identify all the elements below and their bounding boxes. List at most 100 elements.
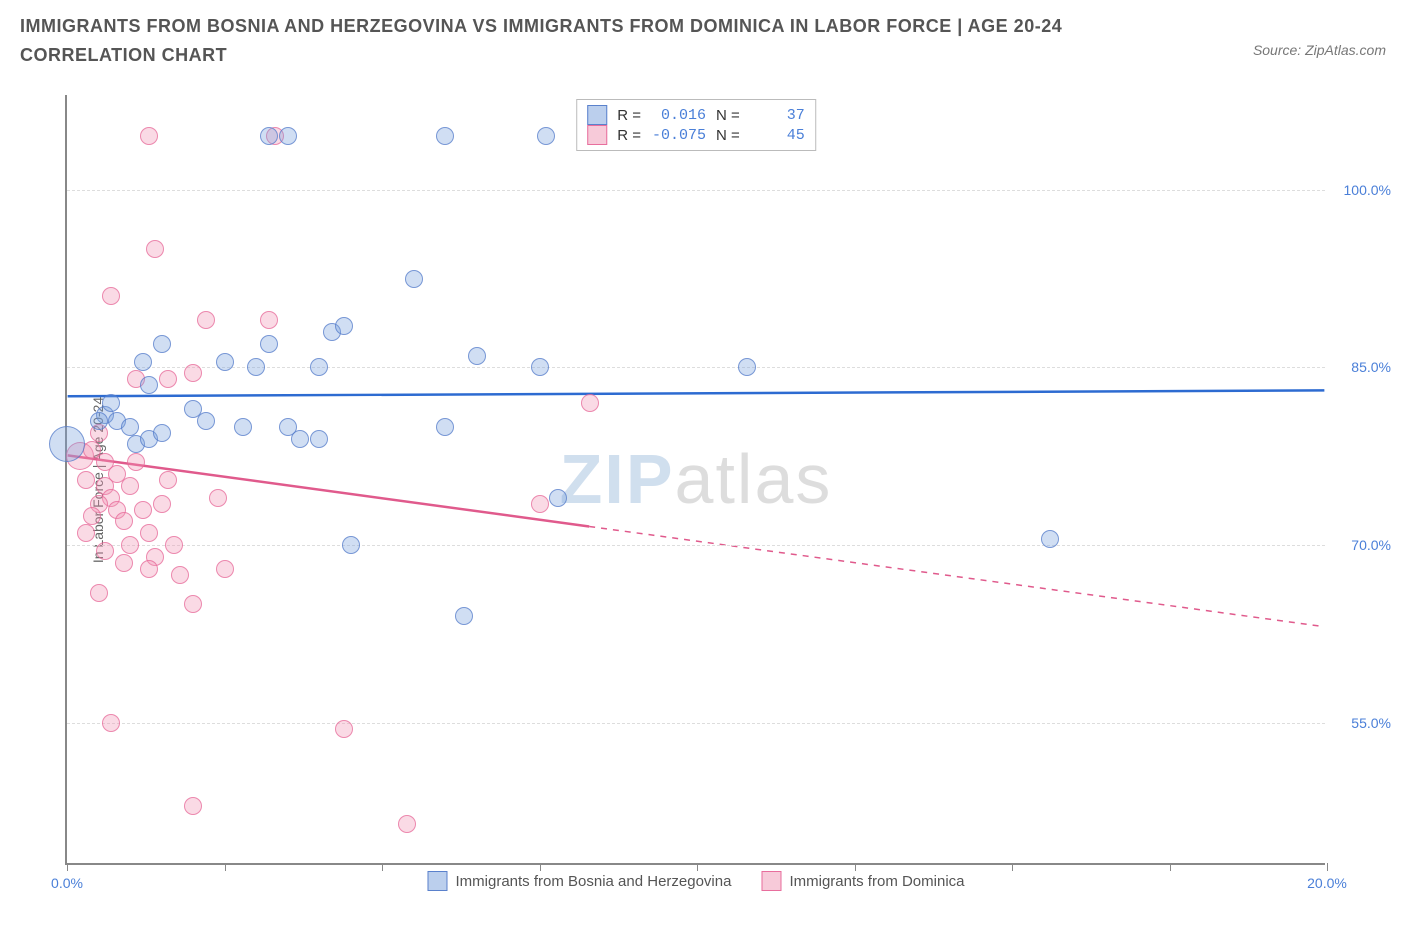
swatch-b-icon: [761, 871, 781, 891]
r-value-b: -0.075: [651, 127, 706, 144]
data-point: [153, 335, 171, 353]
data-point: [140, 376, 158, 394]
y-tick-label: 70.0%: [1351, 537, 1391, 553]
data-point: [159, 471, 177, 489]
data-point: [405, 270, 423, 288]
x-tick: [1012, 863, 1013, 871]
series-a-name: Immigrants from Bosnia and Herzegovina: [455, 873, 731, 890]
y-tick-label: 55.0%: [1351, 715, 1391, 731]
data-point: [140, 127, 158, 145]
chart-title: IMMIGRANTS FROM BOSNIA AND HERZEGOVINA V…: [20, 12, 1170, 70]
plot-area: ZIPatlas R = 0.016 N = 37 R = -0.075 N =…: [65, 95, 1325, 865]
data-point: [738, 358, 756, 376]
n-label: N =: [716, 107, 740, 124]
x-tick-label: 20.0%: [1307, 875, 1347, 891]
data-point: [197, 311, 215, 329]
x-tick: [697, 863, 698, 871]
data-point: [209, 489, 227, 507]
data-point: [83, 507, 101, 525]
x-tick: [855, 863, 856, 871]
data-point: [146, 240, 164, 258]
data-point: [310, 430, 328, 448]
data-point: [260, 335, 278, 353]
data-point: [184, 797, 202, 815]
data-point: [279, 127, 297, 145]
x-tick: [1170, 863, 1171, 871]
x-tick: [225, 863, 226, 871]
data-point: [247, 358, 265, 376]
data-point: [1041, 530, 1059, 548]
y-tick-label: 85.0%: [1351, 359, 1391, 375]
legend-item-b: Immigrants from Dominica: [761, 871, 964, 891]
y-tick-label: 100.0%: [1344, 182, 1391, 198]
data-point: [121, 418, 139, 436]
data-point: [134, 501, 152, 519]
r-value-a: 0.016: [651, 107, 706, 124]
data-point: [102, 394, 120, 412]
data-point: [140, 560, 158, 578]
data-point: [455, 607, 473, 625]
data-point: [234, 418, 252, 436]
data-point: [115, 554, 133, 572]
source-attribution: Source: ZipAtlas.com: [1253, 12, 1386, 58]
data-point: [127, 453, 145, 471]
data-point: [159, 370, 177, 388]
data-point: [549, 489, 567, 507]
x-tick: [540, 863, 541, 871]
data-point: [83, 441, 101, 459]
data-point: [184, 595, 202, 613]
stats-legend: R = 0.016 N = 37 R = -0.075 N = 45: [576, 99, 816, 151]
legend-item-a: Immigrants from Bosnia and Herzegovina: [427, 871, 731, 891]
gridline: [67, 190, 1325, 191]
data-point: [310, 358, 328, 376]
data-point: [581, 394, 599, 412]
data-point: [260, 127, 278, 145]
data-point: [531, 358, 549, 376]
x-tick: [1327, 863, 1328, 871]
data-point: [171, 566, 189, 584]
series-b-name: Immigrants from Dominica: [789, 873, 964, 890]
r-label: R =: [617, 107, 641, 124]
data-point: [102, 714, 120, 732]
series-legend: Immigrants from Bosnia and Herzegovina I…: [427, 871, 964, 891]
data-point: [531, 495, 549, 513]
data-point: [49, 426, 85, 462]
data-point: [184, 400, 202, 418]
r-label: R =: [617, 127, 641, 144]
n-value-b: 45: [750, 127, 805, 144]
data-point: [134, 353, 152, 371]
data-point: [102, 287, 120, 305]
data-point: [77, 524, 95, 542]
data-point: [153, 424, 171, 442]
trend-lines: [67, 95, 1325, 863]
data-point: [537, 127, 555, 145]
gridline: [67, 723, 1325, 724]
data-point: [335, 720, 353, 738]
data-point: [121, 477, 139, 495]
data-point: [216, 560, 234, 578]
x-tick: [67, 863, 68, 871]
data-point: [260, 311, 278, 329]
data-point: [90, 584, 108, 602]
data-point: [140, 524, 158, 542]
data-point: [121, 536, 139, 554]
x-tick-label: 0.0%: [51, 875, 83, 891]
data-point: [90, 412, 108, 430]
x-tick: [382, 863, 383, 871]
swatch-a-icon: [587, 105, 607, 125]
n-value-a: 37: [750, 107, 805, 124]
data-point: [335, 317, 353, 335]
data-point: [96, 542, 114, 560]
data-point: [342, 536, 360, 554]
data-point: [184, 364, 202, 382]
stats-row-b: R = -0.075 N = 45: [587, 125, 805, 145]
data-point: [436, 127, 454, 145]
stats-row-a: R = 0.016 N = 37: [587, 105, 805, 125]
swatch-b-icon: [587, 125, 607, 145]
data-point: [291, 430, 309, 448]
data-point: [77, 471, 95, 489]
gridline: [67, 545, 1325, 546]
data-point: [436, 418, 454, 436]
data-point: [165, 536, 183, 554]
data-point: [468, 347, 486, 365]
